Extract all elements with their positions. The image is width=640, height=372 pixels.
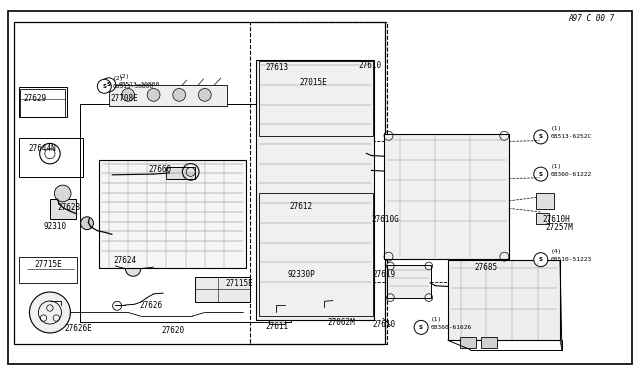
Text: 27610H: 27610H	[543, 215, 570, 224]
Bar	[80, 104, 291, 322]
Text: S: S	[539, 171, 543, 177]
Text: 27685: 27685	[475, 263, 498, 272]
Bar	[319, 307, 330, 315]
Bar	[19, 138, 83, 177]
Circle shape	[414, 320, 428, 334]
Circle shape	[81, 217, 93, 230]
Circle shape	[534, 130, 548, 144]
Text: 08513-6252C: 08513-6252C	[551, 134, 592, 140]
Bar	[269, 312, 285, 324]
Text: 27613: 27613	[266, 63, 289, 72]
Bar	[481, 337, 497, 348]
Circle shape	[534, 167, 548, 181]
Text: A97 C 00 7: A97 C 00 7	[568, 14, 614, 23]
Text: 27610G: 27610G	[371, 215, 399, 224]
Text: S: S	[539, 257, 543, 262]
Text: 08513-30800: 08513-30800	[113, 84, 154, 89]
Bar	[448, 260, 560, 340]
Text: 08360-61626: 08360-61626	[431, 325, 472, 330]
Text: 27629: 27629	[23, 94, 46, 103]
Bar	[20, 89, 65, 117]
Text: 27612: 27612	[289, 202, 312, 211]
Text: S: S	[102, 84, 106, 89]
Text: S: S	[107, 82, 111, 87]
Circle shape	[122, 89, 134, 101]
Text: 27619: 27619	[372, 270, 396, 279]
Bar	[259, 61, 373, 136]
Bar	[19, 257, 77, 283]
Text: 27628: 27628	[58, 203, 81, 212]
Text: (1): (1)	[551, 126, 562, 131]
Text: 27624: 27624	[114, 256, 137, 265]
Text: 92330P: 92330P	[288, 270, 316, 279]
Bar	[384, 134, 509, 259]
Text: 92310: 92310	[44, 222, 67, 231]
Circle shape	[29, 292, 70, 333]
Bar	[109, 85, 227, 106]
Bar	[536, 213, 549, 224]
Circle shape	[97, 79, 111, 93]
Text: 27610: 27610	[358, 61, 381, 70]
Bar	[166, 167, 195, 179]
Bar	[364, 141, 456, 282]
Text: 27115E: 27115E	[225, 279, 253, 288]
Circle shape	[198, 89, 211, 101]
Text: 27626E: 27626E	[64, 324, 92, 333]
Text: 27644N: 27644N	[29, 144, 56, 153]
Text: 27062M: 27062M	[328, 318, 355, 327]
Bar	[387, 265, 431, 298]
Text: 08513-30800: 08513-30800	[119, 82, 160, 87]
Text: 08360-61222: 08360-61222	[551, 171, 592, 177]
Bar	[460, 337, 476, 348]
Bar	[19, 87, 67, 117]
Bar	[195, 277, 250, 302]
Circle shape	[534, 253, 548, 267]
Bar	[50, 199, 76, 219]
Text: 27660: 27660	[148, 165, 172, 174]
Text: 27626: 27626	[140, 301, 163, 310]
Text: 27715E: 27715E	[35, 260, 62, 269]
Text: 27257M: 27257M	[545, 223, 573, 232]
Text: 27015E: 27015E	[300, 78, 327, 87]
Text: 27611: 27611	[266, 322, 289, 331]
Text: 27610: 27610	[372, 320, 396, 329]
Bar	[99, 160, 246, 268]
Text: (1): (1)	[551, 164, 562, 169]
Circle shape	[147, 89, 160, 101]
Circle shape	[102, 78, 116, 92]
Text: (1): (1)	[431, 317, 442, 322]
Circle shape	[54, 185, 71, 202]
Bar	[256, 60, 374, 320]
Bar	[536, 193, 554, 209]
Text: 27620: 27620	[161, 326, 184, 335]
Text: 27708E: 27708E	[110, 94, 138, 103]
Text: (2): (2)	[119, 74, 130, 79]
Bar	[250, 22, 387, 344]
Circle shape	[125, 261, 141, 276]
Text: S: S	[539, 134, 543, 140]
Bar	[14, 22, 385, 344]
Text: (4): (4)	[551, 249, 562, 254]
Circle shape	[173, 89, 186, 101]
Bar	[259, 193, 373, 316]
Text: 08510-51223: 08510-51223	[551, 257, 592, 262]
Text: (2): (2)	[113, 76, 124, 81]
Text: S: S	[419, 325, 423, 330]
